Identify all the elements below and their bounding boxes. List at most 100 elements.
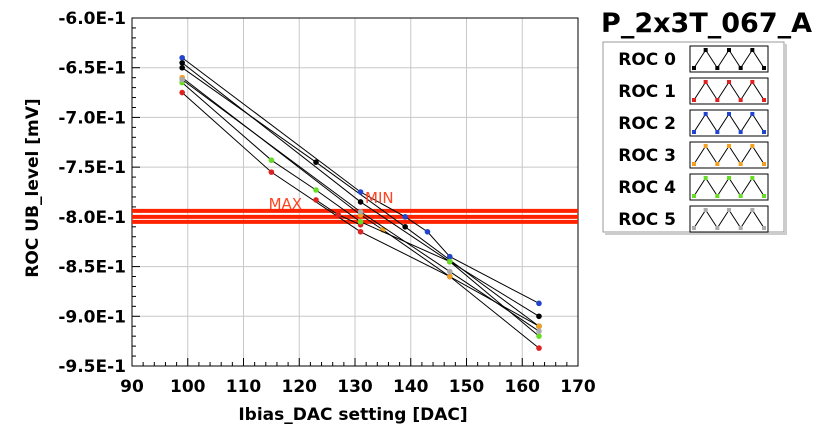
x-tick-label: 90 (120, 377, 144, 397)
data-point (536, 328, 542, 335)
data-point (402, 214, 408, 220)
annotation-label: MAX (269, 195, 302, 213)
data-point (536, 345, 542, 351)
legend-marker (692, 130, 696, 134)
data-point (357, 199, 364, 205)
data-point (179, 89, 185, 96)
series-line (181, 79, 540, 332)
legend-marker (703, 176, 708, 180)
legend-marker (715, 130, 720, 134)
y-tick-label: -8.0E-1 (58, 208, 126, 228)
data-point (335, 212, 342, 218)
legend-marker (692, 66, 696, 70)
series-line (181, 57, 540, 304)
legend-marker (727, 176, 731, 180)
x-tick-label: 100 (170, 377, 206, 397)
legend-marker (715, 226, 720, 230)
legend-marker (727, 144, 731, 148)
legend-marker (703, 144, 708, 148)
legend-marker (727, 112, 731, 116)
x-tick-label: 140 (393, 377, 429, 397)
data-point (424, 228, 431, 235)
legend-marker (715, 194, 720, 198)
legend-item: ROC 5 (618, 205, 769, 233)
data-point (446, 273, 453, 280)
data-point (536, 313, 542, 320)
series-lines (179, 54, 542, 351)
legend-marker (750, 144, 755, 148)
legend-label: ROC 5 (618, 210, 676, 230)
legend-item: ROC 1 (618, 77, 769, 105)
legend-label: ROC 0 (618, 50, 676, 70)
legend-item: ROC 0 (618, 45, 769, 73)
x-tick-label: 120 (282, 377, 318, 397)
annotation-label: MIN (365, 189, 394, 207)
legend-swatch (689, 77, 769, 105)
data-point (179, 59, 185, 66)
x-tick-label: 160 (505, 377, 541, 397)
y-axis-title: ROC UB_level [mV] (23, 98, 43, 277)
data-point (268, 169, 275, 175)
data-point (313, 159, 319, 165)
legend-marker (692, 194, 696, 198)
series-line (181, 62, 540, 317)
x-tick-label: 110 (226, 377, 262, 397)
x-tick-label: 150 (449, 377, 485, 397)
legend-marker (727, 80, 731, 84)
data-point (357, 189, 364, 195)
legend-marker (762, 130, 766, 134)
data-point (536, 333, 542, 339)
legend-marker (750, 176, 755, 180)
data-point (179, 76, 185, 83)
data-point (536, 300, 542, 307)
data-point (357, 228, 364, 235)
legend-marker (692, 98, 696, 102)
legend-marker (750, 80, 755, 84)
data-point (313, 197, 319, 203)
legend-marker (703, 48, 708, 52)
legend-marker (715, 162, 720, 166)
legend-marker (762, 162, 766, 166)
x-tick-label: 170 (560, 377, 596, 397)
legend-item: ROC 4 (618, 173, 769, 201)
data-point (179, 54, 185, 61)
legend-marker (692, 162, 696, 166)
y-tick-label: -9.0E-1 (58, 307, 126, 327)
legend-label: ROC 2 (618, 114, 676, 134)
axis-ticks: 90 100 110 120 130 140 150 160 170 -6.0E-1 -6.5E-1… (58, 9, 596, 397)
data-point (446, 253, 453, 260)
legend-label: ROC 3 (618, 146, 676, 166)
legend-marker (762, 194, 766, 198)
legend-marker (727, 48, 731, 52)
reference-lines (132, 208, 578, 224)
data-point (536, 323, 542, 330)
data-point (446, 258, 453, 265)
data-point (357, 219, 364, 225)
legend-marker (738, 66, 743, 70)
legend-marker (762, 98, 766, 102)
legend-marker (738, 194, 743, 198)
legend-marker (738, 162, 743, 166)
y-tick-label: -7.5E-1 (58, 158, 126, 178)
legend-marker (750, 112, 755, 116)
data-point (357, 209, 364, 215)
legend-marker (703, 112, 708, 116)
x-axis-title: Ibias_DAC setting [DAC] (238, 405, 467, 425)
legend-marker (750, 48, 755, 52)
data-point (446, 268, 453, 275)
legend-marker (703, 208, 708, 212)
y-tick-label: -8.5E-1 (58, 258, 126, 278)
legend-label: ROC 4 (618, 178, 676, 198)
legend-marker (762, 226, 766, 230)
legend: ROC 0 ROC 1 ROC 2 ROC 3 ROC 4 ROC 5 (602, 41, 787, 235)
x-tick-label: 130 (337, 377, 373, 397)
series-line (181, 82, 540, 337)
legend-item: ROC 3 (618, 141, 769, 169)
legend-marker (727, 208, 731, 212)
legend-label: ROC 1 (618, 82, 676, 102)
annotations: MAX MIN (269, 189, 394, 213)
legend-marker (715, 98, 720, 102)
legend-marker (750, 208, 755, 212)
